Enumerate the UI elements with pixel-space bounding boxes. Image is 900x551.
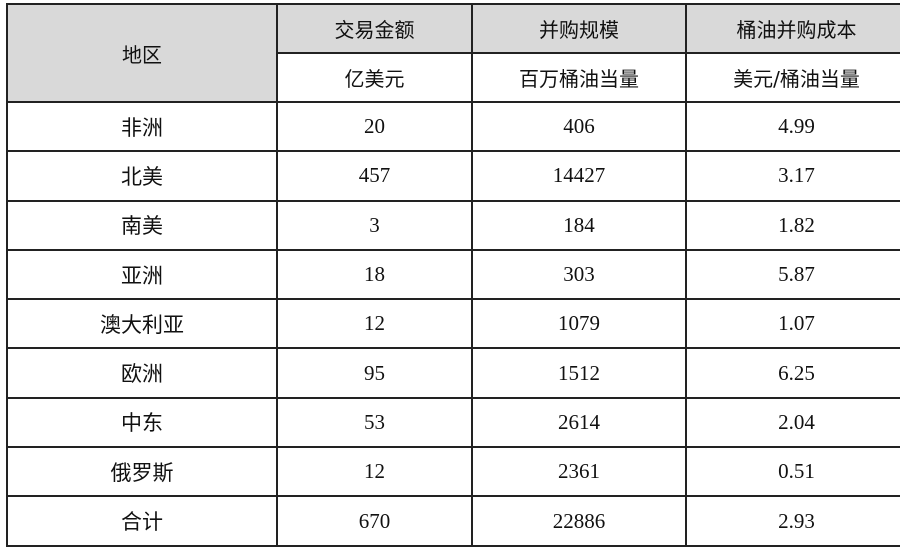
cost-cell: 5.87	[685, 248, 900, 301]
cost-cell: 1.07	[685, 298, 900, 350]
amount-cell: 18	[276, 248, 473, 301]
amount-cell: 12	[276, 298, 473, 350]
amount-cell: 3	[276, 199, 473, 251]
table-row: 澳大利亚 12 1079 1.07	[6, 298, 900, 350]
region-cell: 亚洲	[6, 248, 278, 301]
region-cell: 俄罗斯	[6, 446, 278, 498]
scale-cell: 1079	[471, 298, 687, 350]
region-cell: 合计	[6, 495, 278, 547]
scale-cell: 2361	[471, 446, 687, 498]
region-cell: 南美	[6, 199, 278, 251]
header-region: 地区	[6, 3, 278, 103]
table-row: 南美 3 184 1.82	[6, 199, 900, 251]
cost-cell: 2.04	[685, 396, 900, 449]
scale-cell: 303	[471, 248, 687, 301]
scale-cell: 22886	[471, 495, 687, 547]
header-row-titles: 地区 交易金额 并购规模 桶油并购成本	[6, 3, 900, 103]
table-row: 北美 457 14427 3.17	[6, 150, 900, 202]
table-row: 合计 670 22886 2.93	[6, 495, 900, 547]
unit-cost: 美元/桶油当量	[685, 52, 900, 103]
cost-cell: 3.17	[685, 150, 900, 202]
scale-cell: 406	[471, 100, 687, 153]
amount-cell: 53	[276, 396, 473, 449]
scale-cell: 2614	[471, 396, 687, 449]
region-cell: 北美	[6, 150, 278, 202]
ma-data-table: 地区 交易金额 并购规模 桶油并购成本 亿美元 百万桶油当量 美元/桶油当量 非…	[6, 3, 900, 547]
scale-cell: 1512	[471, 347, 687, 399]
cost-cell: 2.93	[685, 495, 900, 547]
amount-cell: 670	[276, 495, 473, 547]
amount-cell: 95	[276, 347, 473, 399]
cost-cell: 4.99	[685, 100, 900, 153]
scale-cell: 14427	[471, 150, 687, 202]
header-row-units: 亿美元 百万桶油当量 美元/桶油当量	[7, 52, 900, 103]
cost-cell: 0.51	[685, 446, 900, 498]
header-amount: 交易金额	[276, 3, 473, 54]
cost-cell: 1.82	[685, 199, 900, 251]
region-cell: 欧洲	[6, 347, 278, 399]
unit-amount: 亿美元	[276, 52, 473, 103]
scale-cell: 184	[471, 199, 687, 251]
table-row: 欧洲 95 1512 6.25	[6, 347, 900, 399]
region-cell: 澳大利亚	[6, 298, 278, 350]
table-row: 亚洲 18 303 5.87	[6, 248, 900, 301]
region-cell: 中东	[6, 396, 278, 449]
amount-cell: 20	[276, 100, 473, 153]
table-row: 非洲 20 406 4.99	[6, 100, 900, 153]
amount-cell: 457	[276, 150, 473, 202]
header-scale: 并购规模	[471, 3, 687, 54]
header-cost: 桶油并购成本	[685, 3, 900, 54]
table-row: 中东 53 2614 2.04	[6, 396, 900, 449]
table-row: 俄罗斯 12 2361 0.51	[6, 446, 900, 498]
amount-cell: 12	[276, 446, 473, 498]
cost-cell: 6.25	[685, 347, 900, 399]
unit-scale: 百万桶油当量	[471, 52, 687, 103]
region-cell: 非洲	[6, 100, 278, 153]
